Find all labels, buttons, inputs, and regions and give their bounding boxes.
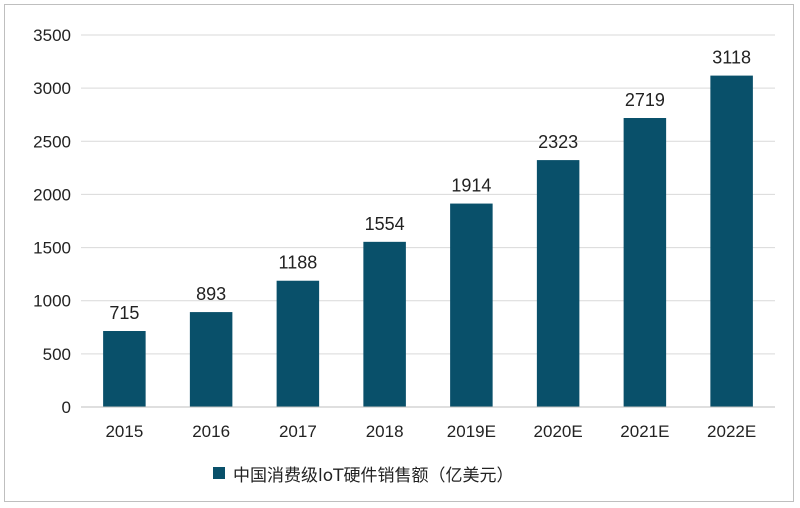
x-tick-label: 2017 bbox=[279, 422, 317, 441]
y-tick-label: 2000 bbox=[33, 185, 71, 204]
bar-chart: 0 500 1000 1500 2000 2500 3000 3500 715 893 1188 1… bbox=[33, 26, 775, 441]
data-label: 2323 bbox=[538, 132, 578, 152]
y-tick-label: 500 bbox=[43, 345, 71, 364]
y-tick-label: 3000 bbox=[33, 79, 71, 98]
legend: 中国消费级loT硬件销售额（亿美元） bbox=[213, 460, 514, 486]
x-tick-label: 2018 bbox=[366, 422, 404, 441]
x-tick-label: 2019E bbox=[447, 422, 496, 441]
x-axis-ticks: 2015 2016 2017 2018 2019E 2020E 2021E 2022E bbox=[105, 422, 756, 441]
bar bbox=[450, 203, 493, 407]
x-tick-label: 2020E bbox=[534, 422, 583, 441]
data-label: 893 bbox=[196, 284, 226, 304]
y-tick-label: 0 bbox=[62, 398, 71, 417]
bar bbox=[536, 160, 580, 407]
data-label: 1914 bbox=[451, 176, 491, 196]
bars bbox=[103, 75, 753, 408]
data-label: 1554 bbox=[365, 214, 405, 234]
x-tick-label: 2016 bbox=[192, 422, 230, 441]
legend-swatch bbox=[213, 467, 225, 479]
y-tick-label: 1500 bbox=[33, 239, 71, 258]
bar bbox=[276, 280, 320, 407]
x-tick-label: 2021E bbox=[620, 422, 669, 441]
chart-frame: 0 500 1000 1500 2000 2500 3000 3500 715 893 1188 1… bbox=[4, 4, 794, 502]
bar bbox=[103, 331, 146, 407]
x-tick-label: 2015 bbox=[105, 422, 143, 441]
y-tick-label: 2500 bbox=[33, 132, 71, 151]
bar bbox=[710, 75, 753, 408]
y-axis-ticks: 0 500 1000 1500 2000 2500 3000 3500 bbox=[33, 26, 71, 417]
data-label: 2719 bbox=[625, 90, 665, 110]
bar bbox=[189, 312, 233, 407]
y-tick-label: 1000 bbox=[33, 292, 71, 311]
gridlines bbox=[81, 34, 775, 355]
y-tick-label: 3500 bbox=[33, 26, 71, 45]
x-tick-label: 2022E bbox=[707, 422, 756, 441]
data-label: 3118 bbox=[712, 48, 751, 68]
data-label: 1188 bbox=[279, 253, 318, 273]
bar bbox=[363, 241, 406, 407]
legend-label: 中国消费级loT硬件销售额（亿美元） bbox=[233, 465, 514, 486]
bar bbox=[623, 118, 667, 407]
data-labels: 715 893 1188 1554 1914 2323 2719 3118 bbox=[109, 48, 751, 323]
data-label: 715 bbox=[109, 303, 139, 323]
